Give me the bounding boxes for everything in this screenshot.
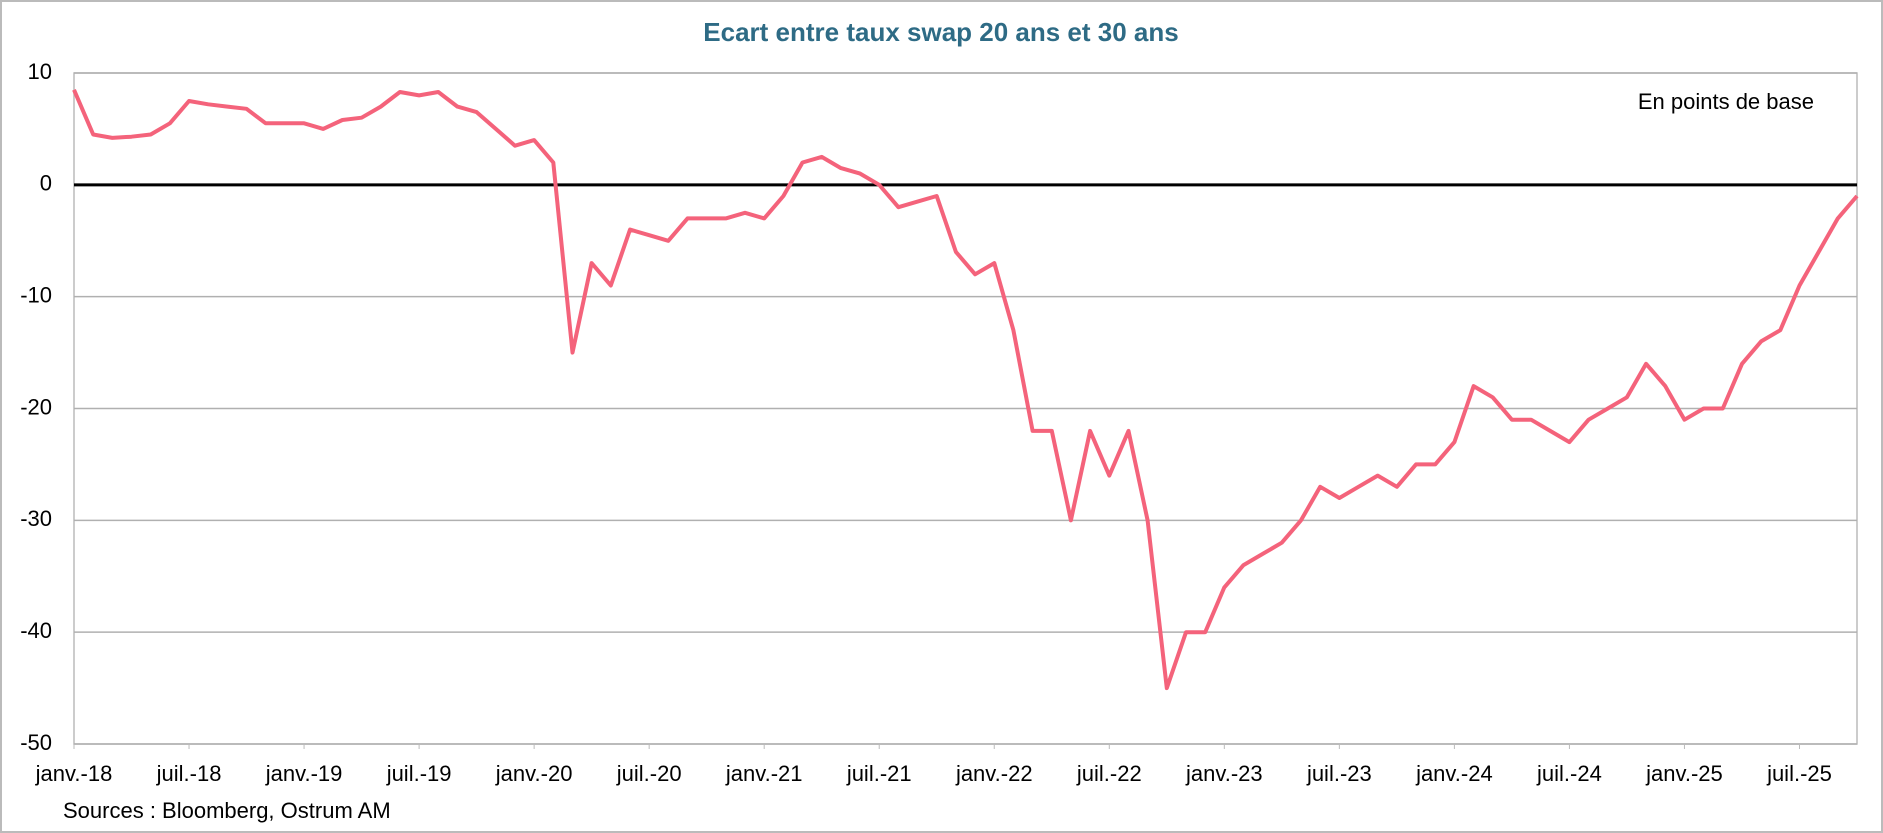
x-tick-label: juil.-22 [1076, 761, 1142, 786]
x-tick-label: janv.-24 [1415, 761, 1493, 786]
chart-title: Ecart entre taux swap 20 ans et 30 ans [703, 17, 1178, 47]
x-tick-label: juil.-21 [846, 761, 912, 786]
annotation: En points de base [1638, 89, 1814, 114]
x-tick-label: juil.-20 [616, 761, 682, 786]
x-tick-label: juil.-18 [156, 761, 222, 786]
y-tick-label: 10 [28, 59, 52, 84]
y-tick-label: -50 [20, 730, 52, 755]
x-tick-label: janv.-19 [265, 761, 343, 786]
series-line [72, 89, 1859, 691]
y-tick-label: -10 [20, 282, 52, 307]
x-tick-label: juil.-24 [1536, 761, 1602, 786]
source: Sources : Bloomberg, Ostrum AM [63, 798, 391, 823]
x-tick-label: juil.-25 [1766, 761, 1832, 786]
y-tick-label: -40 [20, 618, 52, 643]
x-tick-label: janv.-22 [955, 761, 1033, 786]
x-tick-label: janv.-21 [725, 761, 803, 786]
x-tick-label: janv.-23 [1185, 761, 1263, 786]
y-tick-label: 0 [40, 171, 52, 196]
y-tick-label: -30 [20, 506, 52, 531]
x-tick-label: janv.-18 [35, 761, 113, 786]
x-tick-label: juil.-19 [386, 761, 452, 786]
x-tick-label: juil.-23 [1306, 761, 1372, 786]
y-tick-label: -20 [20, 394, 52, 419]
x-tick-label: janv.-20 [495, 761, 573, 786]
x-tick-label: janv.-25 [1645, 761, 1723, 786]
